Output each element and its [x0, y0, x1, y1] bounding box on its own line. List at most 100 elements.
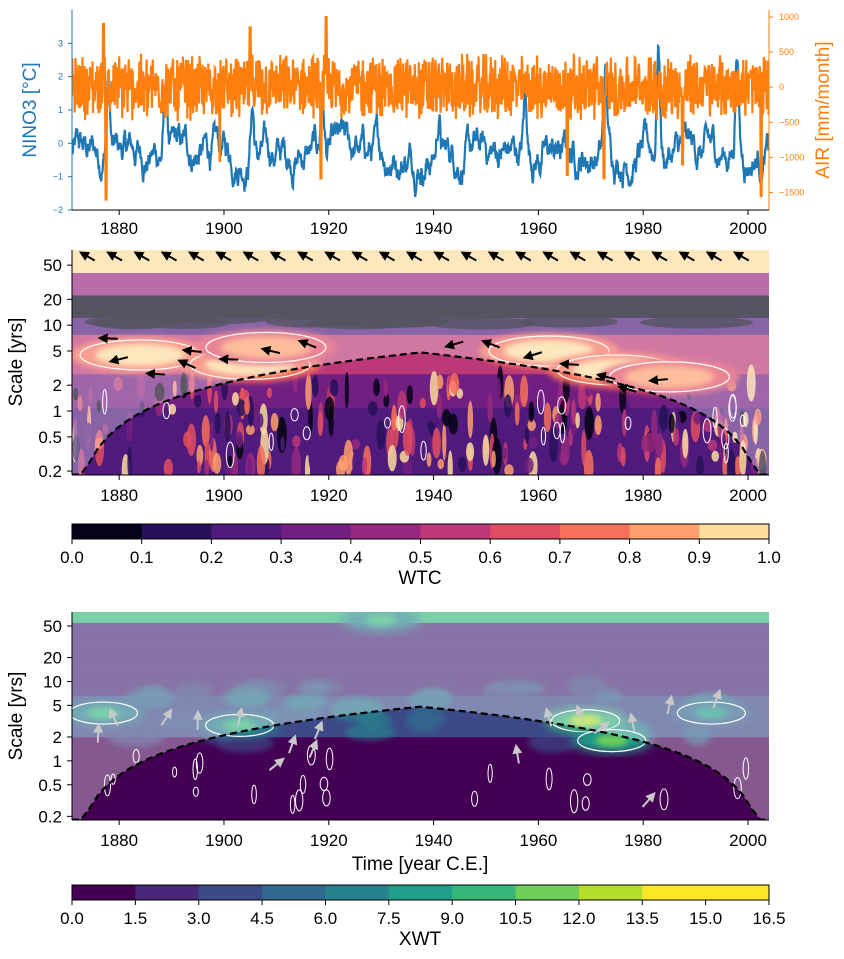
wtc-blob [186, 423, 197, 457]
wtc-phase-arrow [215, 251, 232, 262]
xwt-small-contour [733, 776, 742, 800]
colorbar-tick-label: 0.9 [687, 548, 711, 567]
wtc-small-contour [557, 396, 567, 415]
wtc-blob [645, 432, 655, 453]
wtc-background-band [72, 250, 769, 257]
wtc-phase-arrow [296, 251, 314, 262]
wtc-colorbar-ticks: 0.0 0.1 0.2 0.3 0.4 0.5 0.6 0.7 0.8 0.9 1.0 [60, 539, 781, 567]
wtc-phase-arrow [133, 251, 150, 262]
wtc-blob [543, 402, 552, 433]
wtc-background-band [72, 413, 769, 420]
x-tick-label: 1980 [624, 219, 662, 238]
right-y-tick-label: 0 [779, 82, 784, 92]
wtc-small-contour [290, 408, 299, 422]
y-tick-label: 50 [43, 617, 62, 636]
wtc-blob [72, 434, 80, 462]
wtc-blob [196, 444, 204, 467]
wtc-small-contour [302, 426, 311, 441]
wtc-phase-arrow [378, 251, 395, 262]
xwt-background-band [72, 783, 769, 790]
wtc-phase-arrow [218, 354, 239, 365]
x-tick-label: 1960 [519, 831, 557, 850]
wtc-significance-contour [205, 331, 327, 364]
colorbar-tick-label: 0.7 [548, 548, 572, 567]
wtc-blob [270, 412, 279, 432]
colorbar-swatch [262, 885, 326, 900]
wtc-blob [449, 373, 460, 395]
xwt-background-band [72, 778, 769, 785]
colorbar-tick-label: 6.0 [314, 909, 338, 928]
y-tick-label: 0.2 [38, 807, 62, 826]
wtc-small-contour [739, 414, 746, 427]
right-y-tick-label: 1000 [779, 12, 799, 22]
colorbar-tick-label: 13.5 [626, 909, 659, 928]
wtc-blob [88, 387, 93, 404]
left-y-axis-label: NINO3 [°C] [20, 62, 41, 157]
colorbar-tick-label: 0.5 [409, 548, 433, 567]
xwt-power-blob [297, 680, 331, 696]
wtc-blob [343, 439, 354, 475]
wtc-blob [739, 440, 747, 475]
colorbar-tick-label: 9.0 [440, 909, 464, 928]
colorbar-tick-label: 1.5 [124, 909, 148, 928]
wtc-blob [204, 459, 210, 475]
x-tick-label: 1900 [205, 219, 243, 238]
wtc-small-contour [723, 442, 729, 464]
wtc-blob [682, 428, 689, 459]
x-tick-label: 1920 [310, 831, 348, 850]
colorbar-swatch [515, 885, 580, 900]
wtc-blob [467, 400, 474, 439]
wtc-small-contour [702, 418, 712, 444]
wtc-blob [668, 413, 675, 434]
wtc-blob [575, 412, 580, 429]
xwt-power-blob [224, 687, 271, 708]
x-tick-label: 1980 [624, 486, 662, 505]
wtc-background-band [72, 441, 769, 448]
xwt-phase-arrow [627, 712, 638, 733]
wtc-background-band [72, 368, 769, 375]
wtc-blob [213, 390, 219, 414]
xwt-power-blob [345, 723, 396, 740]
xwt-y-axis-label: Scale [yrs] [6, 672, 27, 761]
wtc-blob [535, 398, 541, 425]
wtc-blob [339, 410, 346, 442]
xwt-colorbar-frame [71, 884, 770, 901]
wtc-background-band [72, 379, 769, 386]
wtc-blob [696, 456, 704, 475]
colorbar-tick-label: 3.0 [187, 909, 211, 928]
xwt-y-ticks: 0.2 0.5 1 2 5 10 20 50 [38, 617, 72, 826]
wtc-blob [442, 422, 447, 461]
wtc-blob [85, 422, 93, 440]
wtc-blob [595, 392, 601, 412]
wtc-blob [344, 371, 349, 409]
wtc-dark-band [328, 315, 449, 328]
y-tick-label: 20 [43, 290, 62, 309]
colorbar-swatch [420, 524, 491, 539]
wtc-blob [561, 435, 570, 466]
xwt-small-contour [545, 767, 553, 791]
wtc-blob [224, 410, 231, 443]
wtc-blob [180, 372, 188, 399]
wtc-blob [368, 401, 378, 416]
wtc-blob [502, 447, 508, 460]
wtc-background-band [72, 430, 769, 437]
colorbar-tick-label: 0.3 [269, 548, 293, 567]
wtc-phase-arrow [522, 350, 543, 361]
wtc-small-contour [384, 417, 391, 429]
xwt-background-band [72, 643, 769, 649]
wtc-blob [94, 437, 104, 450]
colorbar-swatch [141, 524, 212, 539]
wtc-background-band [72, 300, 769, 307]
wtc-small-contour [537, 389, 545, 415]
x-tick-label: 1960 [519, 219, 557, 238]
wtc-blob [711, 450, 720, 462]
xwt-phase-arrow [93, 722, 104, 743]
wtc-phase-arrow [97, 333, 118, 344]
colorbar-swatch [629, 524, 700, 539]
wtc-dark-band [517, 315, 618, 328]
wtc-phase-arrow [487, 251, 504, 262]
xwt-power-blob [405, 710, 442, 734]
wtc-small-contour [268, 432, 274, 451]
wtc-dark-band [412, 307, 523, 320]
wtc-background-band [72, 283, 769, 290]
